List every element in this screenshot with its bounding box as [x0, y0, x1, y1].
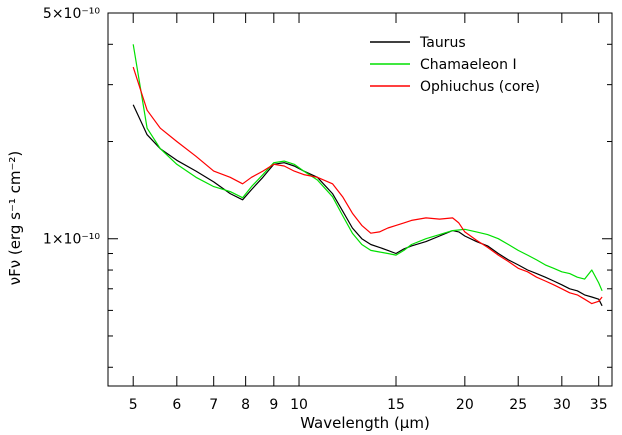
x-tick-label: 5	[129, 397, 138, 413]
y-axis-label: νFν (erg s⁻¹ cm⁻²)	[6, 151, 24, 286]
x-tick-label: 9	[269, 397, 278, 413]
x-tick-label: 8	[241, 397, 250, 413]
y-tick-label: 5×10⁻¹⁰	[43, 6, 100, 22]
series-line-2	[132, 66, 603, 305]
x-tick-label: 6	[172, 397, 181, 413]
series-lines	[132, 44, 603, 307]
x-tick-label: 25	[509, 397, 527, 413]
x-tick-label: 20	[456, 397, 474, 413]
legend: Taurus Chamaeleon I Ophiuchus (core)	[370, 35, 540, 95]
y-tick-label: 1×10⁻¹⁰	[43, 232, 100, 248]
x-tick-label: 15	[387, 397, 405, 413]
series-line-1	[132, 44, 603, 292]
legend-label: Taurus	[419, 35, 466, 51]
x-tick-label: 35	[590, 397, 608, 413]
x-tick-label: 7	[209, 397, 218, 413]
legend-label: Ophiuchus (core)	[420, 79, 540, 95]
plot-frame	[107, 12, 613, 387]
series-line-0	[132, 104, 603, 307]
x-tick-label: 30	[553, 397, 571, 413]
x-tick-label: 10	[290, 397, 308, 413]
axis-ticks: 5 6 7 8 9 10 15 20 25 30 35 1×10⁻¹⁰ 5×10⁻¹⁰	[43, 6, 612, 413]
x-axis-label: Wavelength (μm)	[300, 414, 430, 432]
legend-label: Chamaeleon I	[420, 57, 517, 73]
plot-border	[107, 12, 613, 387]
